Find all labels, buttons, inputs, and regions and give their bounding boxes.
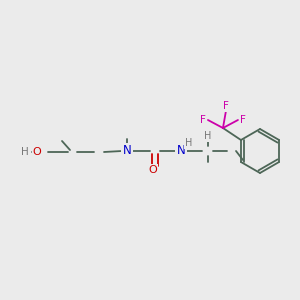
Text: O: O <box>33 147 41 157</box>
Text: F: F <box>200 115 206 125</box>
Text: O: O <box>148 165 158 175</box>
Text: H: H <box>21 147 29 157</box>
Text: N: N <box>123 145 131 158</box>
Text: F: F <box>240 115 246 125</box>
Text: F: F <box>223 101 229 111</box>
Text: N: N <box>177 145 185 158</box>
Text: H: H <box>204 131 212 141</box>
Text: H: H <box>185 138 193 148</box>
